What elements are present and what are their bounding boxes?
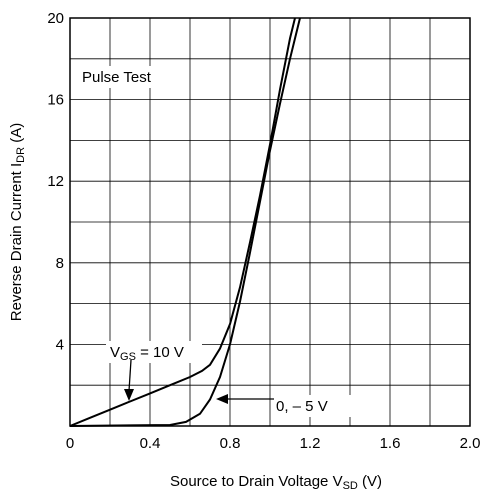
x-axis-label: Source to Drain Voltage VSD (V)	[170, 473, 382, 492]
plot-frame	[69, 17, 471, 427]
x-tick-label: 0	[66, 435, 74, 452]
arrowhead-icon	[124, 389, 134, 401]
x-axis-label-main: Source to Drain Voltage V	[170, 473, 343, 490]
y-axis-label-unit: (A)	[8, 123, 25, 147]
arrowhead-icon	[216, 394, 228, 404]
x-tick-label: 2.0	[460, 435, 481, 452]
x-tick-label: 0.8	[220, 435, 241, 452]
y-axis-label-main: Reverse Drain Current I	[8, 163, 25, 321]
x-tick-label: 1.6	[380, 435, 401, 452]
series-label-2: 0, – 5 V	[276, 398, 328, 415]
series-label-1: VGS = 10 V	[110, 344, 184, 363]
series-label-background	[272, 395, 358, 417]
series-line-1	[69, 17, 296, 427]
x-axis-label-sub: SD	[343, 480, 358, 492]
curves	[69, 17, 301, 427]
series-label-background	[106, 341, 202, 363]
y-axis-label: Reverse Drain Current IDR (A)	[8, 123, 27, 321]
x-axis-label-unit: (V)	[358, 473, 382, 490]
y-axis-label-sub: DR	[15, 147, 27, 163]
pulse-test-annotation: Pulse Test	[82, 69, 152, 86]
y-tick-label: 16	[47, 92, 64, 109]
y-tick-label: 20	[47, 10, 64, 27]
y-tick-label: 12	[47, 173, 64, 190]
series-labels: VGS = 10 V 0, – 5 V	[106, 341, 358, 417]
label-arrow-shaft	[128, 359, 132, 392]
y-tick-label: 4	[56, 336, 64, 353]
annotation-background	[78, 66, 178, 88]
x-tick-label: 0.4	[140, 435, 161, 452]
tick-labels: 0 0.4 0.8 1.2 1.6 2.0 4 8 12 16 20	[47, 10, 480, 452]
label-arrows	[124, 359, 274, 404]
y-tick-label: 8	[56, 255, 64, 272]
x-tick-label: 1.2	[300, 435, 321, 452]
series-line-2	[69, 17, 301, 427]
